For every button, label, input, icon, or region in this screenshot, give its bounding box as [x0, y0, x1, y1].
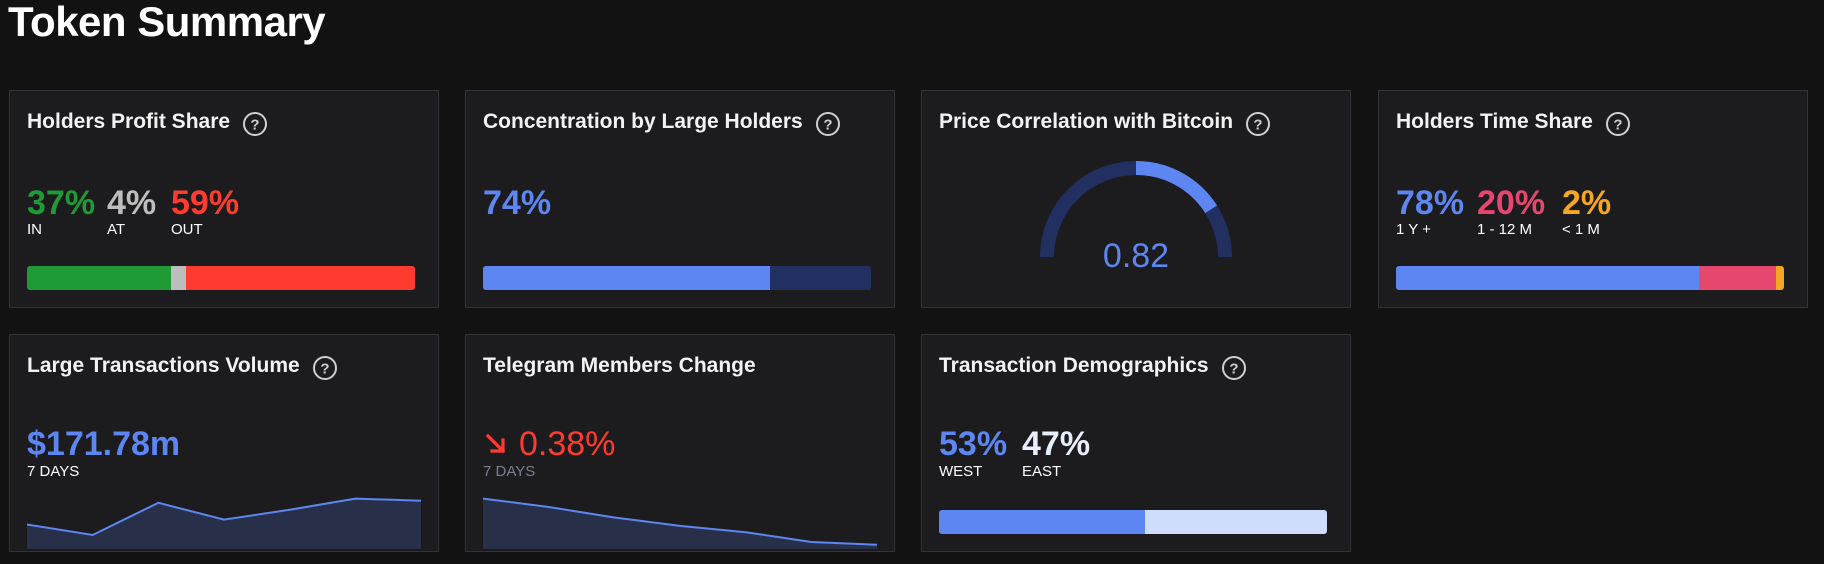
profit-out-value: 59%: [171, 184, 240, 222]
large-tx-sparkline: [27, 497, 421, 549]
large-transactions-card: Large Transactions Volume ? $171.78m 7 D…: [9, 334, 439, 552]
time-short-segment: [1776, 266, 1784, 290]
help-icon[interactable]: ?: [312, 355, 338, 381]
svg-text:?: ?: [320, 361, 329, 378]
profit-in-segment: [27, 266, 171, 290]
profit-in-label: IN: [27, 221, 42, 238]
east-label: EAST: [1022, 463, 1062, 480]
card-title-text: Price Correlation with Bitcoin: [939, 110, 1234, 133]
svg-text:?: ?: [1229, 361, 1238, 378]
telegram-value: 0.38%: [519, 425, 616, 463]
west-segment: [939, 510, 1145, 534]
card-title-text: Telegram Members Change: [483, 354, 756, 377]
sparkline-area: [483, 498, 877, 549]
sparkline-area: [27, 498, 421, 549]
card-title: Transaction Demographics ?: [939, 353, 1247, 381]
time-mid-label: 1 - 12 M: [1477, 221, 1533, 238]
telegram-period: 7 DAYS: [483, 463, 536, 480]
card-title-text: Concentration by Large Holders: [483, 110, 803, 133]
profit-at-value: 4%: [107, 184, 157, 222]
telegram-members-card: Telegram Members Change 0.38% 7 DAYS: [465, 334, 895, 552]
svg-text:?: ?: [250, 117, 259, 134]
svg-text:?: ?: [1253, 117, 1262, 134]
card-title: Telegram Members Change: [483, 353, 756, 379]
card-title: Price Correlation with Bitcoin ?: [939, 109, 1271, 137]
time-mid-segment: [1698, 266, 1777, 290]
card-title: Large Transactions Volume ?: [27, 353, 338, 381]
east-segment: [1144, 510, 1327, 534]
profit-out-label: OUT: [171, 221, 203, 238]
card-title-text: Large Transactions Volume: [27, 354, 300, 377]
holders-time-share-card: Holders Time Share ? 78% 1 Y + 20% 1 - 1…: [1378, 90, 1808, 308]
help-icon[interactable]: ?: [815, 111, 841, 137]
profit-in-value: 37%: [27, 184, 96, 222]
concentration-value: 74%: [483, 184, 552, 222]
sparkline-line: [27, 497, 421, 537]
demographics-bar: [939, 510, 1327, 534]
telegram-sparkline: [483, 497, 877, 549]
transaction-demographics-card: Transaction Demographics ? 53% WEST 47% …: [921, 334, 1351, 552]
profit-at-label: AT: [107, 221, 126, 238]
concentration-fill: [483, 266, 771, 290]
time-short-value: 2%: [1562, 184, 1612, 222]
holders-profit-share-card: Holders Profit Share ? 37% IN 4% AT 59% …: [9, 90, 439, 308]
gauge-fill: [1135, 161, 1218, 214]
time-long-value: 78%: [1396, 184, 1465, 222]
price-correlation-card: Price Correlation with Bitcoin ? 0.82: [921, 90, 1351, 308]
large-tx-period: 7 DAYS: [27, 463, 80, 480]
card-title: Holders Profit Share ?: [27, 109, 268, 137]
profit-share-bar: [27, 266, 415, 290]
help-icon[interactable]: ?: [1605, 111, 1631, 137]
west-value: 53%: [939, 425, 1008, 463]
profit-out-segment: [186, 266, 415, 290]
time-long-label: 1 Y +: [1396, 221, 1431, 238]
west-label: WEST: [939, 463, 983, 480]
correlation-value: 0.82: [1102, 237, 1170, 275]
time-share-bar: [1396, 266, 1784, 290]
arrow-down-right-icon: [485, 433, 506, 454]
time-mid-value: 20%: [1477, 184, 1546, 222]
concentration-card: Concentration by Large Holders ? 74%: [465, 90, 895, 308]
large-tx-value: $171.78m: [27, 425, 181, 463]
correlation-gauge: [1040, 161, 1232, 258]
east-value: 47%: [1022, 425, 1091, 463]
card-title-text: Holders Time Share: [1396, 110, 1593, 133]
time-short-label: < 1 M: [1562, 221, 1600, 238]
time-long-segment: [1396, 266, 1699, 290]
help-icon[interactable]: ?: [1221, 355, 1247, 381]
profit-at-segment: [170, 266, 187, 290]
svg-text:?: ?: [823, 117, 832, 134]
card-title-text: Holders Profit Share: [27, 110, 231, 133]
card-title-text: Transaction Demographics: [939, 354, 1209, 377]
help-icon[interactable]: ?: [242, 111, 268, 137]
card-title: Concentration by Large Holders ?: [483, 109, 841, 137]
card-title: Holders Time Share ?: [1396, 109, 1631, 137]
sparkline-line: [483, 497, 877, 546]
help-icon[interactable]: ?: [1245, 111, 1271, 137]
page-title: Token Summary: [8, 0, 326, 45]
concentration-bar: [483, 266, 871, 290]
svg-text:?: ?: [1613, 117, 1622, 134]
